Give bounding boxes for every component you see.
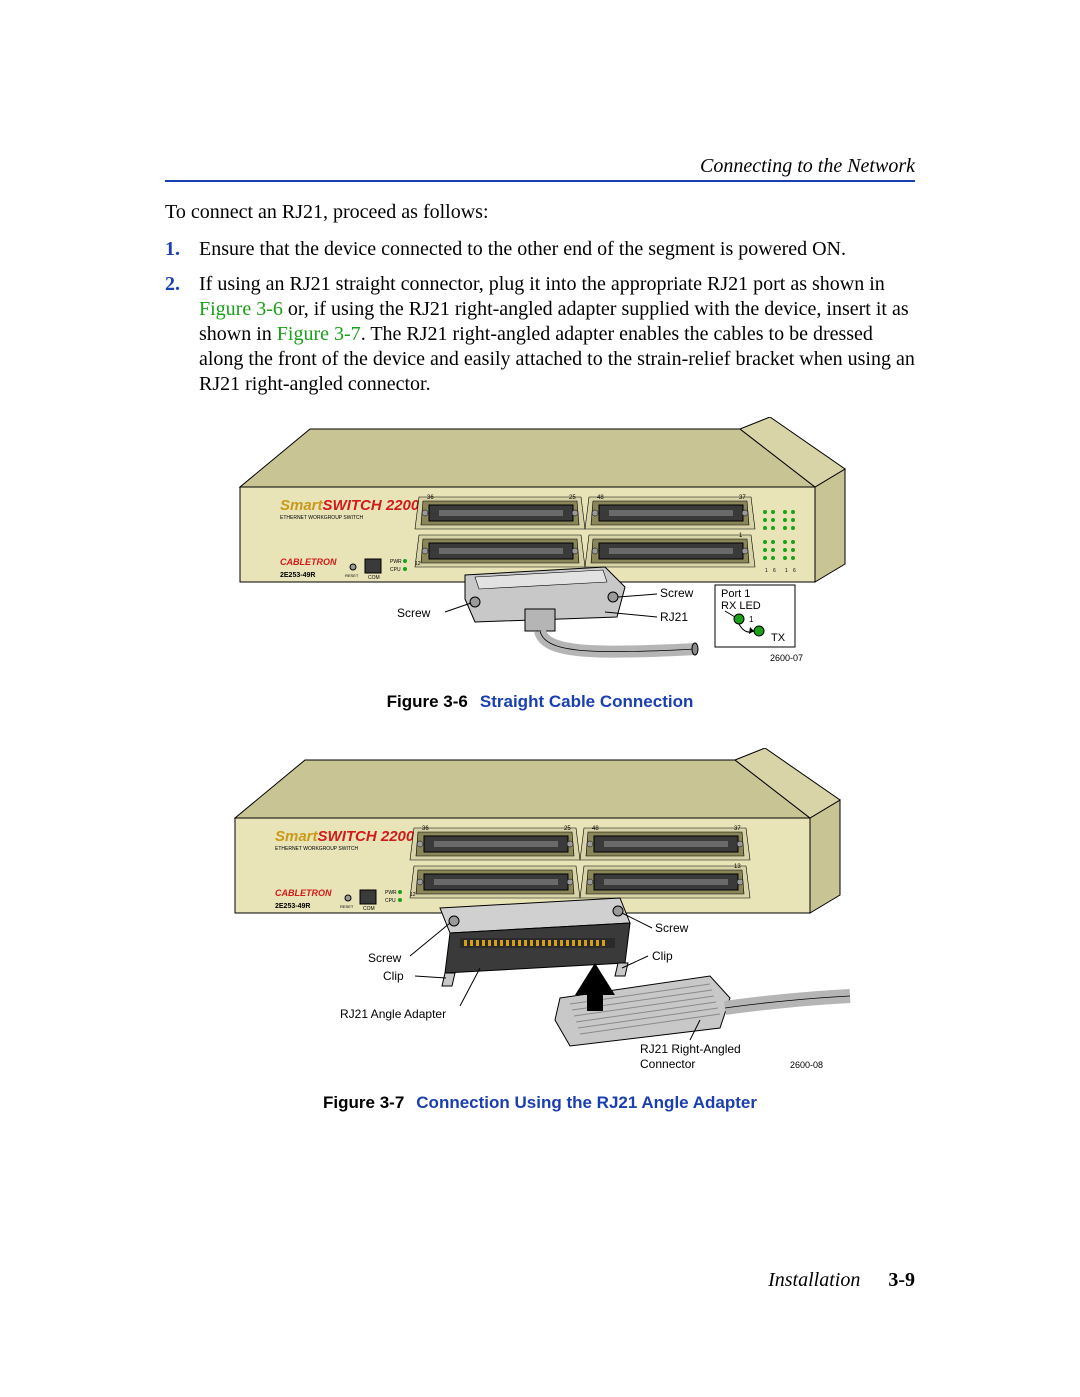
angled-conn-label-1: RJ21 Right-Angled (640, 1042, 741, 1056)
screw-left-label: Screw (397, 606, 431, 620)
angled-conn-label-2: Connector (640, 1057, 695, 1071)
com-label: COM (368, 575, 380, 581)
svg-text:25: 25 (569, 495, 576, 501)
page: Connecting to the Network To connect an … (0, 0, 1080, 1397)
figure-b-id: 2600-08 (790, 1060, 823, 1070)
model-label: 2E253-49R (280, 572, 315, 579)
reset-label: RESET (340, 904, 354, 909)
figure-3-6-caption: Figure 3-6 Straight Cable Connection (165, 691, 915, 712)
port1-inset: Port 1 RX LED 1 TX (715, 585, 795, 647)
svg-text:48: 48 (592, 826, 599, 832)
brand-switch: SWITCH (318, 828, 378, 845)
com-label: COM (363, 906, 375, 912)
step-number: 1. (165, 237, 180, 262)
header-rule (165, 180, 915, 182)
figure-3-7-svg: SmartSWITCH 2200 ETHERNET WORKGROUP SWIT… (220, 748, 860, 1078)
step-text: If using an RJ21 straight connector, plu… (199, 273, 885, 295)
caption-text: Connection Using the RJ21 Angle Adapter (416, 1093, 757, 1112)
svg-text:13: 13 (734, 864, 741, 870)
svg-text:48: 48 (597, 495, 604, 501)
running-head: Connecting to the Network (700, 155, 915, 178)
inset-rx: RX LED (721, 600, 761, 612)
vendor-label: CABLETRON (275, 888, 332, 898)
step-text: Ensure that the device connected to the … (199, 238, 846, 260)
model-label: 2E253-49R (275, 903, 310, 910)
svg-text:6: 6 (773, 568, 776, 574)
clip-right-label: Clip (652, 949, 673, 963)
inset-port: 1 (749, 615, 754, 624)
svg-text:37: 37 (739, 495, 746, 501)
svg-text:1: 1 (785, 568, 788, 574)
intro-paragraph: To connect an RJ21, proceed as follows: (165, 200, 915, 225)
steps-list: 1. Ensure that the device connected to th… (165, 237, 915, 397)
step-item: 2. If using an RJ21 straight connector, p… (165, 272, 915, 397)
svg-text:12: 12 (410, 892, 416, 898)
pwr-label: PWR (390, 559, 402, 565)
caption-label: Figure 3-6 (387, 692, 468, 711)
angle-adapter-label: RJ21 Angle Adapter (340, 1007, 446, 1021)
rj21-angle-adapter-icon (440, 898, 630, 986)
brand-switch: SWITCH (323, 497, 383, 514)
svg-text:36: 36 (427, 495, 434, 501)
figure-3-7: SmartSWITCH 2200 ETHERNET WORKGROUP SWIT… (165, 748, 915, 1113)
clip-left-label: Clip (383, 969, 404, 983)
screw-left-label: Screw (368, 951, 402, 965)
brand-2200: 2200 (380, 828, 415, 845)
svg-text:SmartSWITCH 2200: SmartSWITCH 2200 (280, 497, 420, 514)
figure-xref: Figure 3-6 (199, 298, 283, 320)
figure-3-6: SmartSWITCH 2200 ETHERNET WORKGROUP SWIT… (165, 417, 915, 712)
brand-smart: Smart (280, 497, 324, 514)
body-text: To connect an RJ21, proceed as follows: … (165, 200, 915, 1114)
step-number: 2. (165, 272, 180, 297)
figure-xref: Figure 3-7 (277, 323, 361, 345)
inset-tx: TX (771, 632, 786, 644)
svg-text:36: 36 (422, 826, 429, 832)
footer-page: 3-9 (888, 1269, 915, 1291)
reset-label: RESET (345, 573, 359, 578)
svg-text:SmartSWITCH 2200: SmartSWITCH 2200 (275, 828, 415, 845)
svg-text:25: 25 (564, 826, 571, 832)
footer-section: Installation (768, 1269, 860, 1291)
brand-2200: 2200 (385, 497, 420, 514)
caption-label: Figure 3-7 (323, 1093, 404, 1112)
pwr-label: PWR (385, 890, 397, 896)
figure-3-6-svg: SmartSWITCH 2200 ETHERNET WORKGROUP SWIT… (225, 417, 855, 677)
figure-a-id: 2600-07 (770, 653, 803, 663)
figure-3-7-caption: Figure 3-7 Connection Using the RJ21 Angl… (165, 1092, 915, 1113)
screw-right-label: Screw (660, 586, 694, 600)
svg-text:12: 12 (415, 561, 421, 567)
cpu-label: CPU (385, 898, 396, 904)
rj21-label: RJ21 (660, 610, 688, 624)
brand-smart: Smart (275, 828, 319, 845)
svg-text:37: 37 (734, 826, 741, 832)
svg-text:6: 6 (793, 568, 796, 574)
caption-text: Straight Cable Connection (480, 692, 693, 711)
page-footer: Installation 3-9 (768, 1269, 915, 1292)
cpu-label: CPU (390, 567, 401, 573)
vendor-label: CABLETRON (280, 557, 337, 567)
step-item: 1. Ensure that the device connected to th… (165, 237, 915, 262)
device-subtitle: ETHERNET WORKGROUP SWITCH (275, 846, 359, 852)
device-subtitle: ETHERNET WORKGROUP SWITCH (280, 515, 364, 521)
svg-text:1: 1 (765, 568, 768, 574)
screw-right-label: Screw (655, 921, 689, 935)
inset-title: Port 1 (721, 588, 750, 600)
